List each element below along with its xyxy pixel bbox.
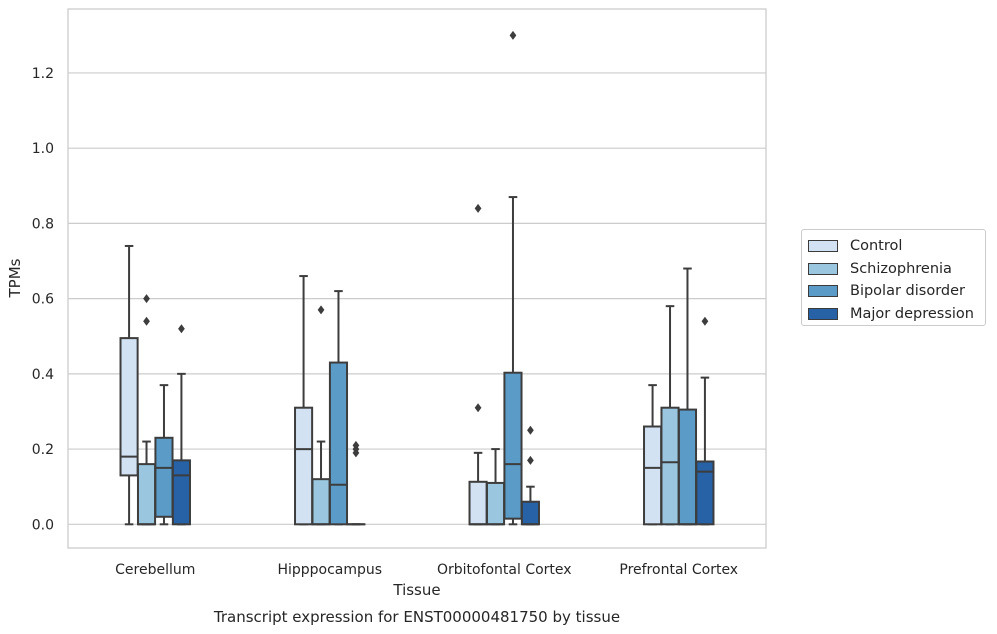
outlier-point [509, 30, 517, 40]
box-0-3 [643, 384, 663, 526]
outlier-point [143, 316, 150, 326]
box-body [154, 436, 174, 518]
legend-label: Bipolar disorder [850, 283, 965, 300]
box-3-3 [695, 316, 715, 526]
box-2-2 [503, 30, 523, 526]
y-tick-label: 0.2 [32, 442, 54, 458]
box-3-1 [346, 440, 366, 526]
y-axis-title: TPMs [6, 258, 24, 298]
x-tick-label: Hipppocampus [277, 562, 382, 578]
outlier-point [527, 455, 534, 465]
y-tick-label: 1.0 [32, 141, 54, 157]
legend-item-major-depression: Major depression [808, 303, 979, 326]
outlier-point [317, 305, 325, 315]
outlier-point [178, 324, 185, 334]
chart-title: Transcript expression for ENST0000048175… [213, 608, 620, 626]
box-body [171, 459, 191, 526]
legend-label: Major depression [850, 305, 974, 322]
box-2-3 [677, 267, 698, 526]
box-1-0 [136, 294, 157, 526]
y-tick-label: 1.2 [32, 66, 54, 82]
y-tick-label: 0.0 [32, 517, 54, 533]
box-1-3 [660, 305, 680, 526]
y-tick-label: 0.8 [32, 216, 54, 232]
legend-item-schizophrenia: Schizophrenia [808, 258, 979, 281]
box-body [520, 500, 540, 526]
box-body [660, 406, 680, 526]
box-2-1 [328, 290, 349, 526]
box-1-1 [311, 305, 331, 526]
legend-label: Schizophrenia [850, 260, 952, 277]
box-body [328, 361, 349, 526]
x-axis-title: Tissue [392, 581, 440, 599]
legend-swatch [808, 285, 838, 298]
box-body [468, 480, 488, 526]
box-body [119, 337, 139, 477]
x-tick-label: Prefrontal Cortex [619, 562, 738, 578]
box-3-2 [520, 425, 540, 526]
box-body [311, 478, 331, 526]
box-3-0 [171, 324, 191, 526]
y-tick-label: 0.4 [32, 367, 54, 383]
legend-item-control: Control [808, 235, 979, 258]
box-body [503, 371, 523, 520]
box-plot-marks [119, 30, 715, 526]
box-2-0 [154, 384, 174, 526]
box-body [294, 406, 314, 526]
legend-label: Control [850, 238, 903, 255]
box-0-1 [294, 275, 314, 526]
box-body [677, 408, 698, 526]
y-tick-label: 0.6 [32, 292, 54, 308]
box-1-2 [485, 448, 506, 526]
x-tick-label: Orbitofontal Cortex [437, 562, 572, 578]
plot-frame [67, 8, 767, 549]
outlier-point [474, 403, 482, 413]
outlier-point [143, 294, 150, 304]
outlier-point [352, 440, 360, 450]
box-body [695, 460, 715, 526]
outlier-point [474, 203, 482, 213]
box-body [485, 481, 506, 526]
outlier-point [527, 425, 534, 435]
outlier-point [701, 316, 709, 326]
legend-swatch [808, 240, 838, 253]
legend-swatch [808, 307, 838, 320]
box-0-0 [119, 244, 139, 526]
box-body [136, 463, 157, 526]
box-0-2 [468, 203, 488, 526]
box-body [643, 425, 663, 526]
x-tick-label: Cerebellum [115, 562, 195, 578]
tick-labels: 0.0 0.2 0.4 0.6 0.8 1.0 1.2 Cerebellum Hipppocam… [32, 66, 738, 578]
legend-item-bipolar-disorder: Bipolar disorder [808, 280, 979, 303]
legend: Control Schizophrenia Bipolar disorder M… [801, 229, 986, 326]
legend-swatch [808, 262, 838, 275]
